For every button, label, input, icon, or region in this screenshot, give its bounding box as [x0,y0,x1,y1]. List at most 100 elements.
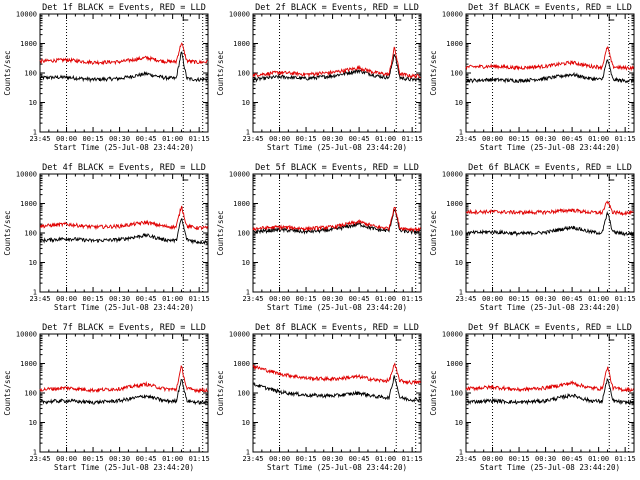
x-tick-label: 01:15 [189,295,210,303]
x-axis-label: Start Time (25-Jul-08 23:44:20) [480,463,620,472]
series-events-line [465,210,634,237]
series-lld-line [252,362,421,386]
x-axis-label: Start Time (25-Jul-08 23:44:20) [480,143,620,152]
x-tick-label: 00:30 [535,455,556,463]
series-events-line [252,375,421,403]
x-tick-label: 01:15 [189,135,210,143]
x-tick-label: 01:15 [402,135,423,143]
series-events-line [465,59,634,84]
y-tick-label: 1000 [446,40,463,48]
plot-frame [465,13,635,133]
y-tick-label: 10 [242,419,250,427]
x-tick-label: 23:45 [29,295,50,303]
x-tick-label: 00:00 [56,295,77,303]
state-marker [608,175,615,181]
x-tick-label: 00:00 [482,455,503,463]
y-tick-label: 10000 [16,331,37,339]
y-tick-label: 10000 [229,331,250,339]
x-tick-label: 23:45 [242,295,263,303]
panel-title: Det 1f BLACK = Events, RED = LLD [42,3,206,13]
series-lld-line [39,205,208,231]
y-tick-label: 100 [450,230,463,238]
x-axis-label: Start Time (25-Jul-08 23:44:20) [480,303,620,312]
x-tick-label: 00:45 [136,455,157,463]
series-events-line [252,208,421,235]
x-tick-label: 00:30 [535,135,556,143]
x-tick-label: 00:30 [109,135,130,143]
x-tick-label: 01:00 [162,455,183,463]
panel-det-1: Det 1f BLACK = Events, RED = LLD 1 10 100 10… [3,3,210,152]
x-tick-label: 00:00 [482,135,503,143]
panel-det-6: Det 6f BLACK = Events, RED = LLD 1 10 100 10… [429,163,636,312]
plot-frame [465,333,635,453]
state-marker [182,335,189,341]
panel-det-7: Det 7f BLACK = Events, RED = LLD 1 10 100 10… [3,323,210,472]
panel-det-3: Det 3f BLACK = Events, RED = LLD 1 10 100 10… [429,3,636,152]
x-tick-label: 23:45 [455,455,476,463]
x-axis-label: Start Time (25-Jul-08 23:44:20) [54,303,194,312]
series-events-line [465,377,634,406]
y-tick-label: 1000 [446,360,463,368]
x-tick-label: 00:45 [349,295,370,303]
y-tick-label: 100 [450,70,463,78]
state-marker [182,15,189,21]
y-tick-label: 1 [33,129,37,137]
x-tick-label: 23:45 [29,455,50,463]
y-tick-label: 1 [459,449,463,457]
plot-frame [252,173,422,293]
plot-frame [39,333,209,453]
x-tick-label: 01:15 [615,295,636,303]
y-axis-label: Counts/sec [216,50,225,95]
x-tick-label: 00:00 [482,295,503,303]
x-tick-label: 00:15 [509,295,530,303]
x-tick-label: 00:00 [269,295,290,303]
series-events-line [39,51,208,83]
state-marker [395,335,402,341]
x-tick-label: 00:30 [322,455,343,463]
y-tick-label: 100 [24,390,37,398]
plot-frame [252,333,422,453]
y-axis-label: Counts/sec [429,370,438,415]
panel-title: Det 4f BLACK = Events, RED = LLD [42,163,206,173]
x-tick-label: 00:30 [109,455,130,463]
x-tick-label: 00:00 [56,455,77,463]
x-tick-label: 00:15 [509,135,530,143]
x-tick-label: 01:15 [402,455,423,463]
panel-det-8: Det 8f BLACK = Events, RED = LLD 1 10 100 10… [216,323,423,472]
x-tick-label: 00:30 [109,295,130,303]
plot-frame [39,13,209,133]
panel-title: Det 3f BLACK = Events, RED = LLD [468,3,632,13]
y-tick-label: 10 [455,419,463,427]
x-tick-label: 23:45 [455,295,476,303]
x-tick-label: 00:15 [296,455,317,463]
y-tick-label: 10 [242,259,250,267]
x-tick-label: 01:00 [375,455,396,463]
y-tick-label: 10 [29,419,37,427]
x-axis-label: Start Time (25-Jul-08 23:44:20) [54,463,194,472]
state-marker [182,175,189,181]
y-tick-label: 1 [246,449,250,457]
y-axis-label: Counts/sec [3,50,12,95]
series-lld-line [252,206,421,233]
y-axis-label: Counts/sec [3,210,12,255]
series-events-line [39,378,208,406]
y-axis-label: Counts/sec [216,370,225,415]
panel-det-4: Det 4f BLACK = Events, RED = LLD 1 10 100 10… [3,163,210,312]
x-tick-label: 01:15 [402,295,423,303]
x-axis-label: Start Time (25-Jul-08 23:44:20) [267,463,407,472]
state-marker [395,15,402,21]
y-tick-label: 10 [455,259,463,267]
panel-det-2: Det 2f BLACK = Events, RED = LLD 1 10 100 10… [216,3,423,152]
series-events-line [252,54,421,83]
y-tick-label: 10000 [442,11,463,19]
y-tick-label: 10 [29,99,37,107]
y-tick-label: 10000 [16,11,37,19]
y-tick-label: 1 [246,289,250,297]
x-tick-label: 00:45 [562,135,583,143]
y-axis-label: Counts/sec [429,210,438,255]
y-axis-label: Counts/sec [216,210,225,255]
y-tick-label: 1 [33,449,37,457]
x-tick-label: 01:00 [375,135,396,143]
y-tick-label: 1000 [20,200,37,208]
x-tick-label: 23:45 [29,135,50,143]
